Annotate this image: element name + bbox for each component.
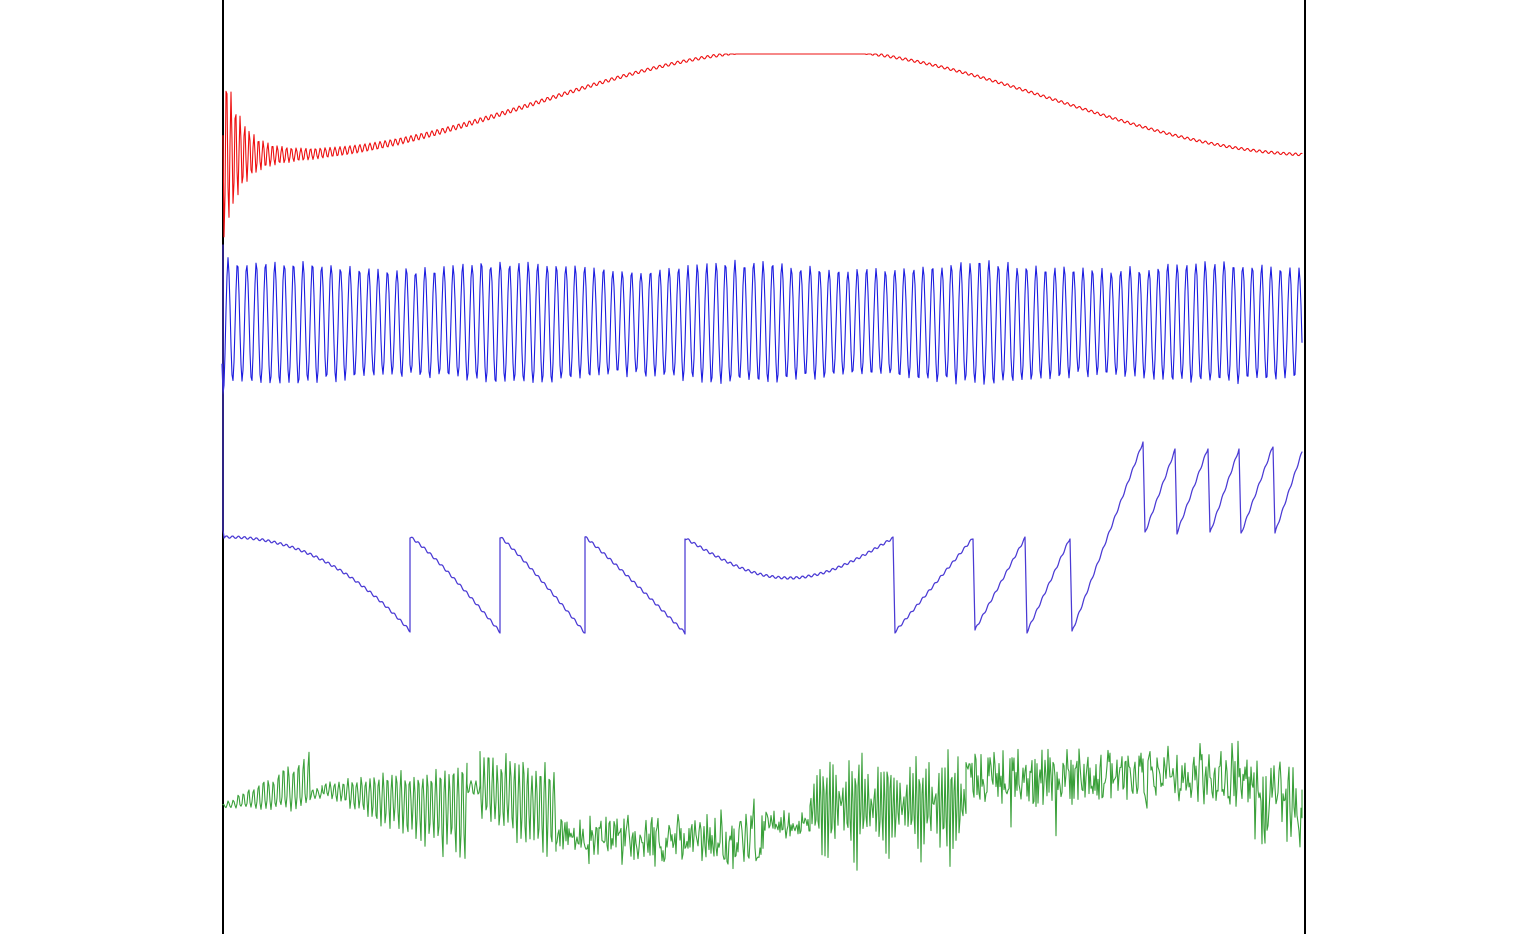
blue-carrier-band-trace bbox=[221, 257, 1303, 396]
green-audio-waveform-trace bbox=[222, 740, 1303, 871]
red-damped-oscillation-trace bbox=[222, 53, 1303, 238]
blue-sawtooth-phase-trace bbox=[222, 244, 1303, 635]
